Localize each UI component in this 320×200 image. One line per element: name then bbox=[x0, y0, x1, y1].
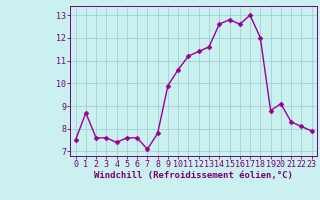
X-axis label: Windchill (Refroidissement éolien,°C): Windchill (Refroidissement éolien,°C) bbox=[94, 171, 293, 180]
